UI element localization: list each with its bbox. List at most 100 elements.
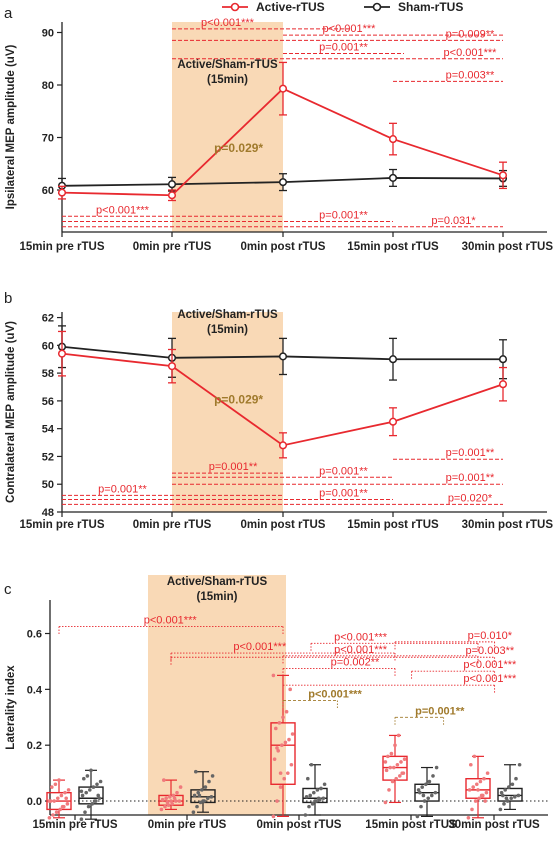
data-point xyxy=(498,380,508,389)
data-point xyxy=(307,804,311,809)
data-point xyxy=(303,813,308,817)
data-point xyxy=(195,804,199,809)
data-point xyxy=(90,802,94,806)
data-point xyxy=(196,790,200,795)
data-point xyxy=(59,793,64,798)
data-point xyxy=(203,785,208,789)
significance-label: p=0.003** xyxy=(466,645,515,657)
data-point xyxy=(479,793,484,798)
significance-label: p<0.001*** xyxy=(463,673,517,685)
significance-label: p<0.001*** xyxy=(308,689,362,701)
data-point xyxy=(469,762,473,767)
y-tick-label: 60 xyxy=(42,340,54,352)
panel-letter: c xyxy=(4,581,12,598)
data-point xyxy=(53,782,58,787)
x-tick-label: 30min post rTUS xyxy=(462,519,554,531)
data-point xyxy=(471,785,476,789)
data-point xyxy=(383,760,388,764)
legend-sham-label: Sham-rTUS xyxy=(398,0,463,14)
data-point xyxy=(86,804,91,809)
data-point xyxy=(498,171,508,180)
y-tick-label: 0.4 xyxy=(27,684,43,696)
significance-label: p=0.001** xyxy=(415,705,465,717)
data-point xyxy=(286,771,290,775)
panel-letter: a xyxy=(4,5,13,22)
y-tick-label: 58 xyxy=(42,368,54,380)
data-point xyxy=(415,814,420,819)
data-point xyxy=(172,796,177,801)
data-point xyxy=(51,813,55,817)
data-point xyxy=(287,737,291,742)
data-point xyxy=(95,782,99,787)
data-point xyxy=(175,790,179,795)
y-tick-label: 48 xyxy=(42,507,54,519)
data-point xyxy=(47,815,52,820)
stim-duration-label: (15min) xyxy=(207,324,248,336)
data-point xyxy=(271,814,276,819)
data-point xyxy=(85,774,90,778)
data-point xyxy=(272,757,277,761)
data-point xyxy=(470,807,474,812)
x-tick-label: 15min pre rTUS xyxy=(20,519,105,531)
data-point xyxy=(392,765,396,770)
legend-active-label: Active-rTUS xyxy=(256,0,325,14)
data-point xyxy=(167,180,177,189)
data-point xyxy=(507,785,511,789)
data-point xyxy=(97,796,102,801)
data-point xyxy=(169,799,173,803)
x-tick-label: 0min pre rTUS xyxy=(133,241,212,253)
data-point xyxy=(389,751,394,756)
data-point xyxy=(64,796,68,801)
data-point xyxy=(50,785,54,789)
data-point xyxy=(501,793,505,798)
data-point xyxy=(163,804,167,809)
stim-label: Active/Sham-rTUS xyxy=(167,576,268,588)
data-point xyxy=(388,173,398,182)
significance-label: p<0.001*** xyxy=(144,615,198,627)
data-point xyxy=(170,802,174,806)
x-tick-label: 15min post rTUS xyxy=(365,819,457,831)
x-tick-label: 15min post rTUS xyxy=(347,519,439,531)
data-point xyxy=(209,795,214,799)
data-point xyxy=(395,762,400,767)
data-point xyxy=(467,788,472,792)
data-point xyxy=(388,417,398,426)
significance-label: p<0.001*** xyxy=(233,641,287,653)
data-point xyxy=(79,817,84,821)
legend: Active-rTUS Sham-rTUS xyxy=(222,0,463,14)
data-point xyxy=(278,771,283,775)
data-point xyxy=(191,810,196,815)
data-point xyxy=(271,673,276,678)
data-point xyxy=(319,786,323,791)
data-point xyxy=(290,732,295,736)
data-point xyxy=(433,790,438,795)
data-point xyxy=(88,788,92,792)
significance-label: p<0.001*** xyxy=(334,644,388,656)
data-point xyxy=(52,799,56,803)
data-point xyxy=(388,355,398,364)
data-point xyxy=(164,796,168,801)
data-point xyxy=(418,790,422,795)
center-annotation: p=0.029* xyxy=(214,393,263,407)
data-point xyxy=(304,795,309,799)
data-point xyxy=(82,776,86,781)
data-point xyxy=(388,135,398,144)
data-point xyxy=(178,785,183,789)
data-point xyxy=(54,810,59,815)
data-point xyxy=(388,765,393,770)
y-tick-label: 0.2 xyxy=(27,740,42,752)
y-axis-label: Contralateral MEP amplitude (uV) xyxy=(5,321,17,503)
data-point xyxy=(58,807,62,812)
data-point xyxy=(316,796,321,801)
x-tick-label: 15min post rTUS xyxy=(347,241,439,253)
data-point xyxy=(282,776,287,781)
x-tick-label: 0min post rTUS xyxy=(257,819,342,831)
y-axis-label: Laterality index xyxy=(5,665,17,750)
data-point xyxy=(57,778,61,782)
data-point xyxy=(504,796,509,801)
stimulation-shade xyxy=(172,22,283,232)
data-point xyxy=(47,799,52,803)
data-point xyxy=(166,803,171,808)
y-tick-label: 50 xyxy=(42,479,54,491)
data-point xyxy=(79,789,84,794)
